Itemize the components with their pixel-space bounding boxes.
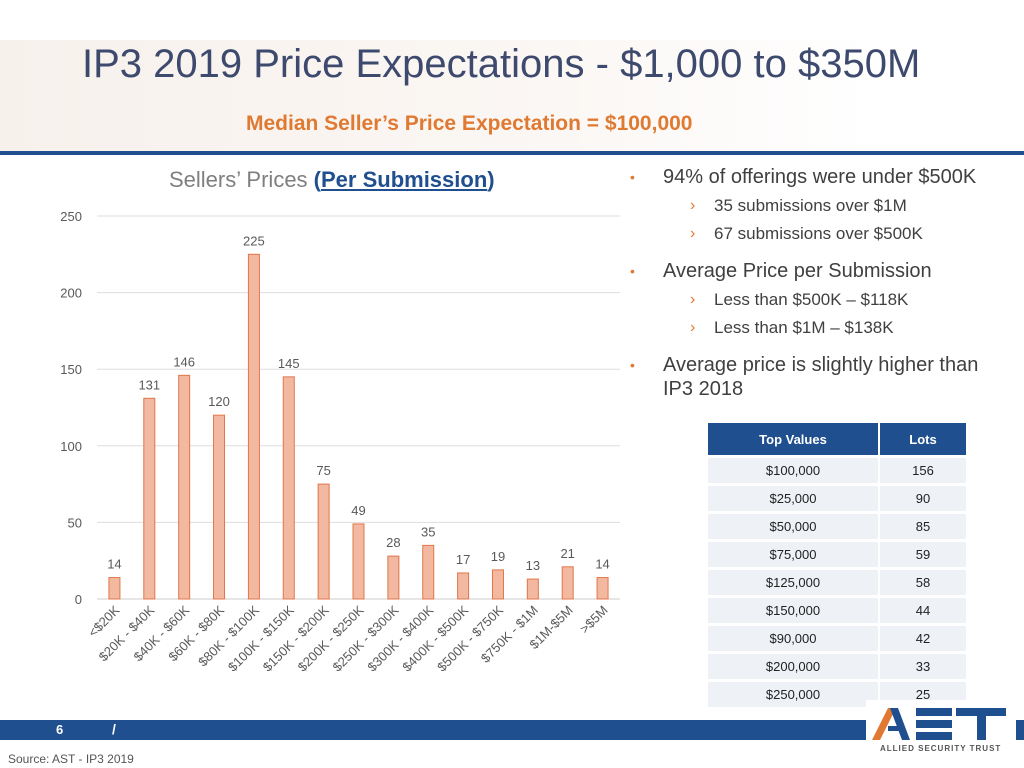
table-cell-value: $25,000 <box>708 486 880 511</box>
bullet-2b: Less than $1M – $138K <box>630 317 1010 339</box>
header-band <box>0 40 1024 152</box>
data-label: 35 <box>421 524 435 539</box>
data-label: 13 <box>526 558 540 573</box>
table-cell-value: $150,000 <box>708 598 880 623</box>
data-label: 28 <box>386 535 400 550</box>
page-title: IP3 2019 Price Expectations - $1,000 to … <box>82 42 921 86</box>
header-rule <box>0 151 1024 155</box>
footer-band <box>0 720 1024 740</box>
table-cell-lots: 90 <box>880 486 966 511</box>
table-cell-value: $50,000 <box>708 514 880 539</box>
table-row: $150,000 44 <box>708 598 966 623</box>
data-label: 17 <box>456 552 470 567</box>
chart-title: Sellers’ Prices (Per Submission) <box>169 167 495 193</box>
bar <box>561 566 574 600</box>
page-separator: / <box>112 721 116 737</box>
page-number: 6 <box>56 722 64 737</box>
table-row: $200,000 33 <box>708 654 966 679</box>
data-label: 131 <box>138 377 160 392</box>
bar <box>596 577 609 600</box>
data-label: 19 <box>491 549 505 564</box>
table-cell-lots: 59 <box>880 542 966 567</box>
bar <box>108 577 121 600</box>
table-header-row: Top Values Lots <box>708 423 966 455</box>
bullet-2: Average Price per Submission <box>630 259 1010 283</box>
table-cell-value: $90,000 <box>708 626 880 651</box>
data-label: 14 <box>595 557 609 572</box>
table-cell-lots: 85 <box>880 514 966 539</box>
table-row: $250,000 25 <box>708 682 966 707</box>
data-label: 49 <box>351 503 365 518</box>
table-cell-value: $125,000 <box>708 570 880 595</box>
table-cell-lots: 156 <box>880 458 966 483</box>
data-label: 146 <box>173 354 195 369</box>
table-cell-value: $250,000 <box>708 682 880 707</box>
table-row: $50,000 85 <box>708 514 966 539</box>
bullet-list: 94% of offerings were under $500K 35 sub… <box>630 165 1010 401</box>
table-header-top-values: Top Values <box>708 423 880 455</box>
chart-title-emph-wrap: (Per Submission) <box>314 167 495 192</box>
table-cell-lots: 33 <box>880 654 966 679</box>
table-cell-value: $100,000 <box>708 458 880 483</box>
table-cell-lots: 44 <box>880 598 966 623</box>
page-subtitle: Median Seller’s Price Expectation = $100… <box>246 112 693 135</box>
table-row: $90,000 42 <box>708 626 966 651</box>
ast-logo: ALLIED SECURITY TRUST <box>866 700 1016 762</box>
logo-name: ALLIED SECURITY TRUST <box>880 744 1002 753</box>
bullet-1b: 67 submissions over $500K <box>630 223 1010 245</box>
top-values-table: Top Values Lots $100,000 156 $25,000 90 $5… <box>708 420 966 710</box>
bar <box>457 572 470 600</box>
chart-title-open-paren: ( <box>313 167 321 192</box>
bar <box>422 544 435 600</box>
table-cell-lots: 58 <box>880 570 966 595</box>
y-tick-label: 250 <box>60 209 82 224</box>
y-tick-label: 50 <box>68 515 82 530</box>
y-tick-label: 150 <box>60 362 82 377</box>
source-note: Source: AST - IP3 2019 <box>8 752 134 766</box>
data-label: 21 <box>560 546 574 561</box>
bullet-1a: 35 submissions over $1M <box>630 195 1010 217</box>
y-tick-label: 200 <box>60 286 82 301</box>
table-cell-value: $200,000 <box>708 654 880 679</box>
data-label: 120 <box>208 394 230 409</box>
bar <box>352 523 365 600</box>
data-label: 145 <box>278 356 300 371</box>
bar <box>247 253 260 600</box>
table-row: $75,000 59 <box>708 542 966 567</box>
table-cell-lots: 42 <box>880 626 966 651</box>
y-tick-label: 100 <box>60 439 82 454</box>
bar <box>178 374 191 600</box>
bar <box>282 376 295 600</box>
y-tick-label: 0 <box>75 592 82 607</box>
table-row: $125,000 58 <box>708 570 966 595</box>
table-header-lots: Lots <box>880 423 966 455</box>
table-row: $25,000 90 <box>708 486 966 511</box>
bar <box>387 555 400 600</box>
chart-title-close-paren: ) <box>487 167 495 192</box>
bullet-2a: Less than $500K – $118K <box>630 289 1010 311</box>
bullet-1: 94% of offerings were under $500K <box>630 165 1010 189</box>
bar <box>143 397 156 600</box>
table-cell-value: $75,000 <box>708 542 880 567</box>
bar <box>213 414 226 600</box>
bar <box>526 578 539 600</box>
bar <box>491 569 504 600</box>
x-tick-label: >$5M <box>577 603 611 637</box>
chart-title-emph: Per Submission <box>321 167 488 192</box>
bullet-3: Average price is slightly higher than IP… <box>630 353 1010 401</box>
chart-title-lead: Sellers’ Prices <box>169 167 314 192</box>
bar <box>317 483 330 600</box>
table-row: $100,000 156 <box>708 458 966 483</box>
data-label: 75 <box>316 463 330 478</box>
data-label: 14 <box>107 557 121 572</box>
data-label: 225 <box>243 233 265 248</box>
ast-logo-mark <box>872 708 1006 740</box>
